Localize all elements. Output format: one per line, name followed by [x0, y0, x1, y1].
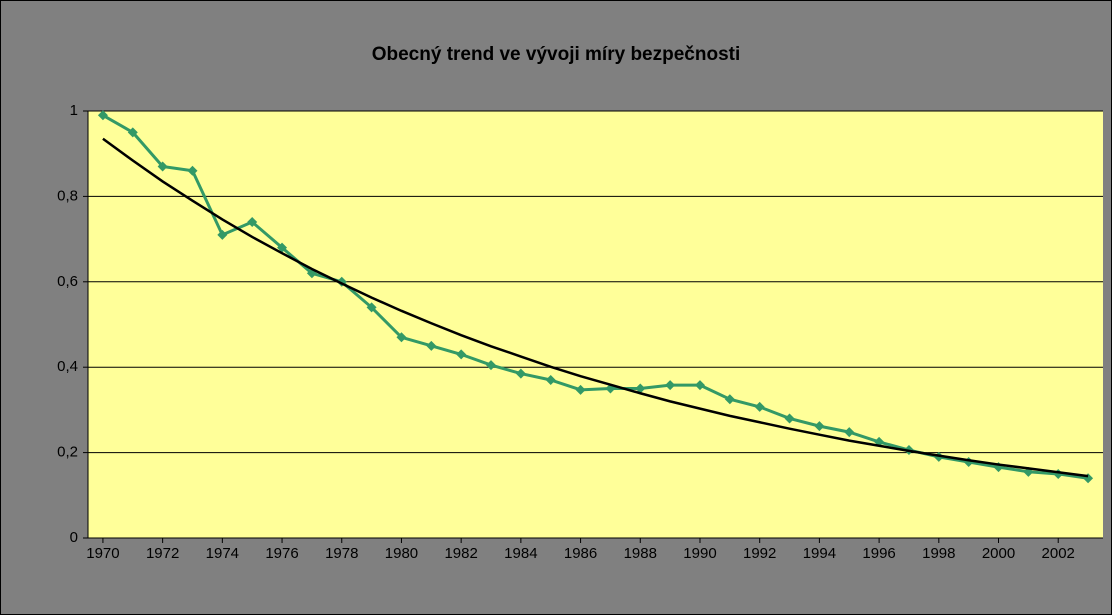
data-point [814, 421, 825, 432]
y-tick-label: 0,2 [57, 444, 78, 461]
data-point [665, 380, 676, 391]
y-tick-label: 0 [70, 529, 78, 546]
x-tick-label: 1996 [862, 545, 895, 562]
data-point [97, 110, 108, 121]
data-point [635, 383, 646, 394]
data-point [754, 401, 765, 412]
data-point [127, 127, 138, 138]
chart-title: Obecný trend ve vývoji míry bezpečnosti [372, 44, 741, 65]
data-point [844, 427, 855, 438]
x-tick-label: 1988 [624, 545, 657, 562]
data-point [217, 229, 228, 240]
x-tick-label: 1976 [265, 545, 298, 562]
data-point [694, 380, 705, 391]
x-tick-label: 1974 [206, 545, 239, 562]
x-tick-label: 1982 [444, 545, 477, 562]
data-point [187, 165, 198, 176]
data-point [157, 161, 168, 172]
x-tick-label: 1970 [86, 545, 119, 562]
data-point [545, 375, 556, 386]
y-tick-label: 0,4 [57, 358, 78, 375]
x-tick-label: 2000 [982, 545, 1015, 562]
data-point [784, 413, 795, 424]
data-point [247, 217, 258, 228]
data-point [575, 384, 586, 395]
x-tick-label: 1990 [683, 545, 716, 562]
y-tick-label: 0,8 [57, 187, 78, 204]
x-tick-label: 1972 [146, 545, 179, 562]
series-line [102, 137, 1089, 478]
x-tick-label: 1984 [504, 545, 537, 562]
x-tick-label: 1994 [803, 545, 836, 562]
x-tick-label: 2002 [1042, 545, 1075, 562]
data-point [724, 394, 735, 405]
x-tick-label: 1980 [385, 545, 418, 562]
data-point [515, 368, 526, 379]
data-point [486, 360, 497, 371]
x-tick-label: 1986 [564, 545, 597, 562]
data-point [426, 340, 437, 351]
x-tick-label: 1992 [743, 545, 776, 562]
data-point [396, 332, 407, 343]
x-tick-label: 1998 [922, 545, 955, 562]
data-point [366, 302, 377, 313]
data-point [277, 242, 288, 253]
data-point [456, 349, 467, 360]
x-tick-label: 1978 [325, 545, 358, 562]
y-tick-label: 1 [70, 102, 78, 119]
y-tick-label: 0,6 [57, 273, 78, 290]
plot-area [88, 111, 1103, 538]
